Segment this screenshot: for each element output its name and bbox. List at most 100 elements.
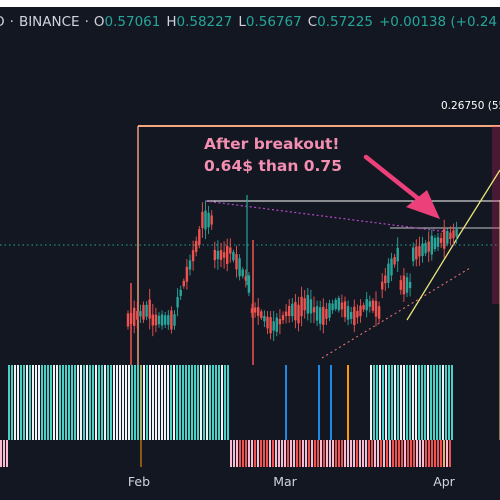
indicator-bar (56, 365, 58, 440)
indicator-bar-lower (254, 440, 256, 467)
indicator-bar (382, 365, 384, 440)
indicator-bar (424, 365, 426, 440)
candle-body (337, 298, 340, 311)
descending-trendline (204, 200, 449, 233)
indicator-bar (227, 365, 229, 440)
indicator-bar (41, 365, 43, 440)
indicator-bar-lower (275, 440, 277, 467)
indicator-bar-lower (245, 440, 247, 467)
indicator-bar (128, 365, 130, 440)
indicator-bar-lower (419, 440, 421, 467)
candle-body (216, 250, 220, 260)
candle-body (222, 252, 226, 258)
indicator-bar-lower (335, 440, 337, 467)
indicator-bar (415, 365, 417, 440)
candle-body (408, 281, 412, 289)
candle-body (136, 311, 139, 320)
candle-body (238, 258, 241, 277)
indicator-bar (388, 365, 390, 440)
indicator-bar (80, 365, 82, 440)
indicator-bar-lower (449, 440, 451, 467)
close-label: C (307, 14, 318, 30)
indicator-bar (200, 365, 202, 440)
indicator-bar-lower (371, 440, 373, 467)
indicator-bar (119, 365, 121, 440)
indicator-bar-lower (296, 440, 298, 467)
indicator-bar (14, 365, 16, 440)
candle-body (309, 299, 313, 314)
indicator-bar-lower (290, 440, 292, 467)
candle-body (291, 303, 294, 317)
high-label: H (166, 14, 177, 30)
indicator-bar-lower (410, 440, 412, 467)
candle-body (213, 249, 216, 261)
candle-body (232, 252, 235, 261)
indicator-bar (197, 365, 199, 440)
indicator-bar-lower (416, 440, 418, 467)
indicator-bar (285, 365, 287, 440)
open-label: O (93, 14, 105, 30)
price-label: 0.26750 (55 (441, 100, 500, 112)
target-zone (492, 126, 500, 304)
indicator-bar-lower (311, 440, 313, 467)
indicator-bar (116, 365, 118, 440)
indicator-bar-lower (305, 440, 307, 467)
indicator-bar (146, 365, 148, 440)
indicator-bar (318, 365, 320, 440)
candle-body (160, 314, 164, 326)
indicator-bar (65, 365, 67, 440)
candle-body (443, 229, 446, 249)
indicator-bar-lower (413, 440, 415, 467)
candle-body (288, 305, 291, 316)
indicator-bar (203, 365, 205, 440)
candle-body (241, 269, 244, 277)
indicator-bar-lower (440, 440, 442, 467)
candle-body (415, 246, 418, 260)
indicator-bar (137, 365, 139, 440)
indicator-bar (412, 365, 414, 440)
indicator-bar-lower (260, 440, 262, 467)
candle-body (126, 313, 130, 327)
candle-body (185, 266, 189, 282)
indicator-bar-lower (434, 440, 436, 467)
candle-body (387, 263, 390, 283)
candle-body (247, 275, 251, 293)
candle-body (297, 304, 300, 324)
indicator-bar (370, 365, 372, 440)
candle-body (393, 257, 396, 265)
indicator-bar (74, 365, 76, 440)
candle-body (412, 247, 415, 262)
indicator-bar (433, 365, 435, 440)
indicator-bar-lower (398, 440, 400, 467)
high-value: 0.58227 (176, 14, 233, 30)
indicator-bar-lower (6, 440, 8, 467)
indicator-bar (89, 365, 91, 440)
yellow-trendline (406, 236, 459, 321)
candle-body (439, 238, 443, 243)
indicator-bar-lower (338, 440, 340, 467)
indicator-bar-lower (236, 440, 238, 467)
indicator-bar (430, 365, 432, 440)
candle-body (402, 275, 406, 295)
x-tick-label: Apr (433, 474, 455, 489)
candle-body (390, 258, 393, 276)
indicator-bar (50, 365, 52, 440)
candle-body (145, 304, 148, 317)
candle-body (374, 300, 378, 317)
indicator-bar (158, 365, 160, 440)
indicator-bar-lower (323, 440, 325, 467)
indicator-bar (194, 365, 196, 440)
indicator-bar (104, 365, 106, 440)
indicator-bar-lower (386, 440, 388, 467)
candle-body (179, 289, 182, 296)
indicator-bar-lower (0, 440, 2, 467)
indicator-bar (17, 365, 19, 440)
indicator-bar (418, 365, 420, 440)
candle-body (142, 304, 145, 320)
candle-body (176, 296, 179, 308)
indicator-bar (206, 365, 208, 440)
change-value: +0.00138 (+0.24 (378, 14, 498, 30)
candle-body (281, 315, 285, 321)
indicator-bar (182, 365, 184, 440)
indicator-bar-lower (407, 440, 409, 467)
